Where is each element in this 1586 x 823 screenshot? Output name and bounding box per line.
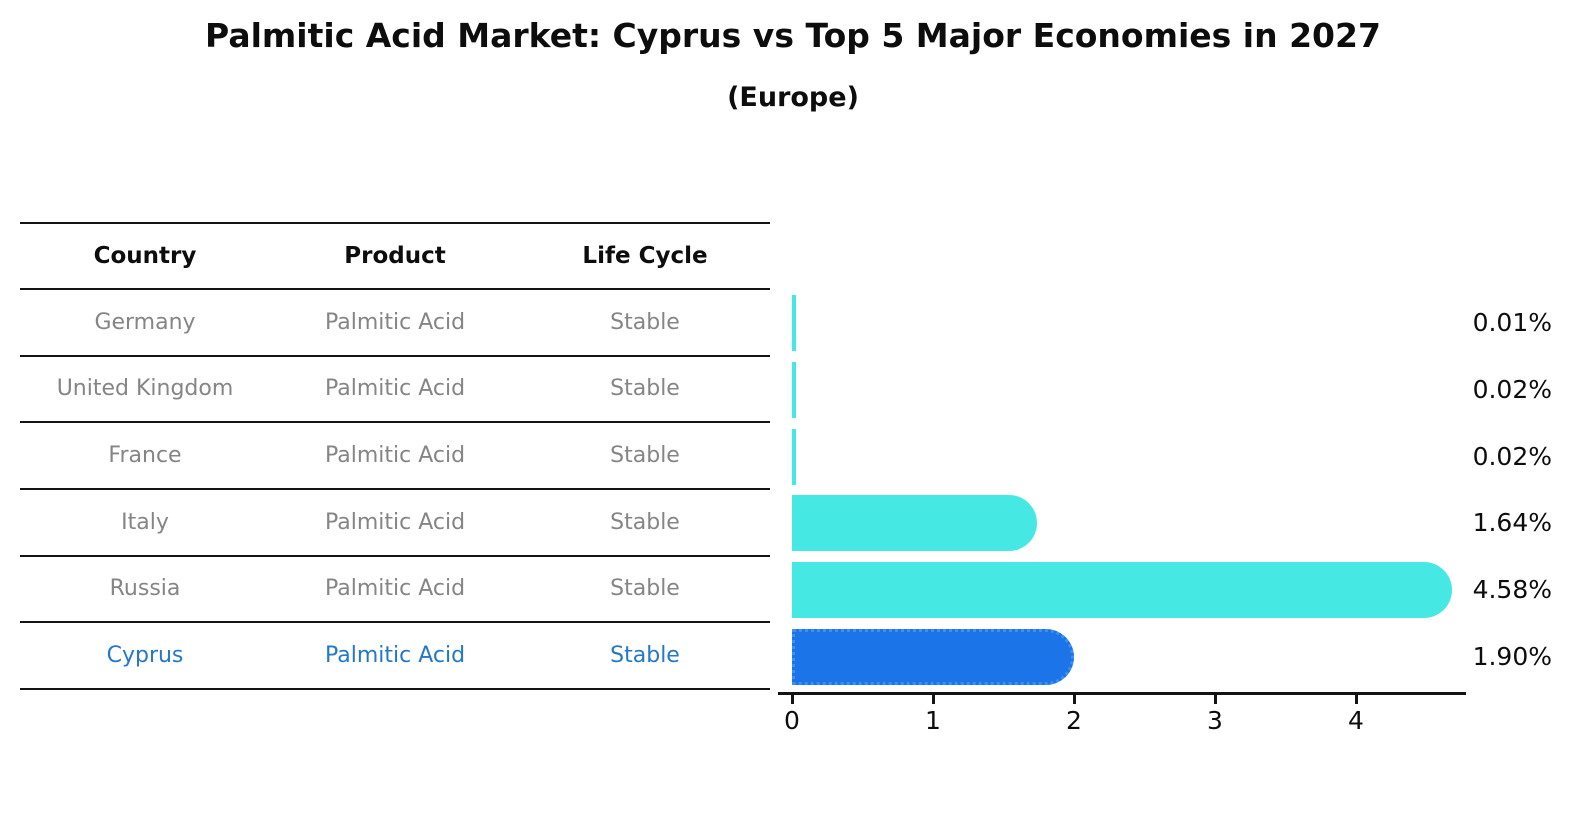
- x-tick-mark-3: [1213, 695, 1217, 704]
- chart-subtitle: (Europe): [727, 82, 859, 113]
- table-header-lifecycle: Life Cycle: [582, 243, 708, 269]
- table-row-france: France Palmitic Acid Stable: [20, 423, 770, 490]
- cell-country: Cyprus: [106, 643, 184, 669]
- bar-germany: [792, 295, 796, 352]
- cell-country: Germany: [94, 309, 196, 335]
- cell-life-cycle: Stable: [610, 443, 680, 469]
- chart-title: Palmitic Acid Market: Cyprus vs Top 5 Ma…: [205, 16, 1381, 55]
- x-tick-label-3: 3: [1207, 706, 1223, 735]
- table-row-germany: Germany Palmitic Acid Stable: [20, 290, 770, 357]
- table-row-italy: Italy Palmitic Acid Stable: [20, 490, 770, 557]
- cell-life-cycle: Stable: [610, 309, 680, 335]
- x-tick-mark-1: [931, 695, 935, 704]
- table-row-united-kingdom: United Kingdom Palmitic Acid Stable: [20, 357, 770, 424]
- cell-product: Palmitic Acid: [324, 376, 466, 402]
- x-tick-label-1: 1: [925, 706, 941, 735]
- table-header-country: Country: [93, 243, 197, 269]
- cell-life-cycle: Stable: [610, 509, 680, 535]
- x-tick-label-2: 2: [1066, 706, 1082, 735]
- value-label-france: 0.02%: [1472, 441, 1552, 471]
- cell-country: Russia: [109, 576, 181, 602]
- table-header-row: Country Product Life Cycle: [20, 222, 770, 290]
- cell-life-cycle: Stable: [610, 376, 680, 402]
- table-row-cyprus: Cyprus Palmitic Acid Stable: [20, 623, 770, 690]
- cell-product: Palmitic Acid: [324, 443, 466, 469]
- x-tick-mark-2: [1072, 695, 1076, 704]
- cell-product: Palmitic Acid: [324, 576, 466, 602]
- cell-product: Palmitic Acid: [324, 643, 466, 669]
- cell-life-cycle: Stable: [610, 643, 680, 669]
- cell-country: France: [108, 443, 182, 469]
- table-row-russia: Russia Palmitic Acid Stable: [20, 557, 770, 624]
- value-label-germany: 0.01%: [1472, 308, 1552, 338]
- value-label-italy: 1.64%: [1472, 508, 1552, 538]
- x-tick-label-0: 0: [784, 706, 800, 735]
- cell-country: Italy: [121, 509, 169, 535]
- x-tick-mark-0: [790, 695, 794, 704]
- bar-russia: [792, 562, 1452, 618]
- cell-product: Palmitic Acid: [324, 509, 466, 535]
- cell-life-cycle: Stable: [610, 576, 680, 602]
- bar-united-kingdom: [792, 362, 796, 418]
- cell-country: United Kingdom: [56, 376, 234, 402]
- x-tick-label-4: 4: [1348, 706, 1364, 735]
- bar-italy: [792, 495, 1038, 552]
- bar-cyprus: [792, 628, 1074, 685]
- table-header-product: Product: [344, 243, 446, 269]
- cell-product: Palmitic Acid: [324, 309, 466, 335]
- country-table: Country Product Life Cycle Germany Palmit…: [20, 222, 770, 690]
- x-axis-line: [778, 692, 1466, 695]
- table-body: Germany Palmitic Acid Stable United Kingdom…: [20, 290, 770, 690]
- value-label-russia: 4.58%: [1472, 575, 1552, 604]
- bar-france: [792, 428, 796, 485]
- value-label-united-kingdom: 0.02%: [1472, 375, 1552, 404]
- value-label-cyprus: 1.90%: [1472, 641, 1552, 671]
- x-tick-mark-4: [1354, 695, 1358, 704]
